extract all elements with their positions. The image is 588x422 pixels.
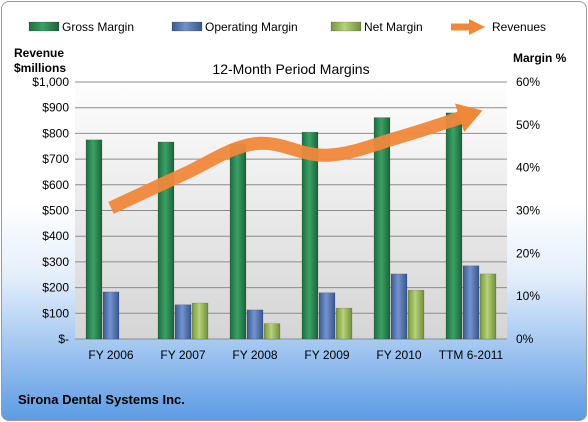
legend-swatch bbox=[469, 19, 485, 35]
x-tick-label: FY 2009 bbox=[304, 348, 349, 362]
bar-gross-margin bbox=[157, 141, 175, 340]
company-name: Sirona Dental Systems Inc. bbox=[18, 392, 185, 407]
bar-operating-margin bbox=[102, 291, 120, 340]
y-left-tick-label: $500 bbox=[42, 204, 69, 218]
legend-swatch bbox=[171, 21, 203, 32]
y-left-tick-label: $200 bbox=[42, 281, 69, 295]
x-tick-label: TTM 6-2011 bbox=[439, 348, 504, 362]
y-left-tick-label: $- bbox=[58, 332, 69, 346]
y-right-label: Margin % bbox=[513, 51, 567, 65]
legend-swatch bbox=[330, 21, 362, 32]
y-right-tick-label: 20% bbox=[516, 246, 540, 260]
y-left-tick-label: $400 bbox=[42, 229, 69, 243]
bar-gross-margin bbox=[229, 143, 247, 340]
y-right-tick-label: 0% bbox=[516, 332, 534, 346]
revenue-line bbox=[108, 107, 473, 214]
bar-gross-margin bbox=[301, 131, 319, 340]
y-right-tick-label: 60% bbox=[516, 75, 540, 89]
bar-operating-margin bbox=[318, 292, 336, 340]
legend-label: Gross Margin bbox=[62, 20, 134, 34]
x-tick-label: FY 2007 bbox=[160, 348, 205, 362]
x-tick-label: FY 2010 bbox=[376, 348, 421, 362]
bar-operating-margin bbox=[462, 265, 480, 340]
y-left-tick-label: $600 bbox=[42, 178, 69, 192]
bar-net-margin bbox=[335, 307, 353, 340]
x-tick-label: FY 2008 bbox=[232, 348, 277, 362]
bar-operating-margin bbox=[246, 309, 264, 340]
legend-label: Operating Margin bbox=[205, 20, 298, 34]
y-left-tick-label: $800 bbox=[42, 126, 69, 140]
y-left-tick-label: $1,000 bbox=[32, 75, 69, 89]
y-right-tick-label: 30% bbox=[516, 204, 540, 218]
bar-net-margin bbox=[479, 273, 497, 340]
bar-gross-margin bbox=[85, 139, 103, 340]
y-left-tick-label: $100 bbox=[42, 306, 69, 320]
bar-operating-margin bbox=[390, 273, 408, 340]
bar-operating-margin bbox=[174, 304, 192, 340]
legend-label: Net Margin bbox=[364, 20, 423, 34]
y-left-tick-label: $900 bbox=[42, 101, 69, 115]
bar-net-margin bbox=[407, 289, 425, 340]
y-left-tick-label: $300 bbox=[42, 255, 69, 269]
legend-label: Revenues bbox=[492, 20, 546, 34]
revenue-arrowhead bbox=[454, 103, 483, 133]
y-right-tick-label: 50% bbox=[516, 118, 540, 132]
y-left-tick-label: $700 bbox=[42, 152, 69, 166]
legend-swatch bbox=[28, 21, 60, 32]
bar-gross-margin bbox=[445, 112, 463, 340]
y-right-tick-label: 40% bbox=[516, 161, 540, 175]
bar-net-margin bbox=[191, 302, 209, 340]
bar-net-margin bbox=[263, 323, 281, 340]
y-left-label: $millions bbox=[14, 61, 66, 75]
y-right-tick-label: 10% bbox=[516, 289, 540, 303]
chart-title: 12-Month Period Margins bbox=[212, 61, 369, 77]
bar-gross-margin bbox=[373, 117, 391, 340]
y-left-label: Revenue bbox=[14, 46, 64, 60]
x-tick-label: FY 2006 bbox=[88, 348, 133, 362]
